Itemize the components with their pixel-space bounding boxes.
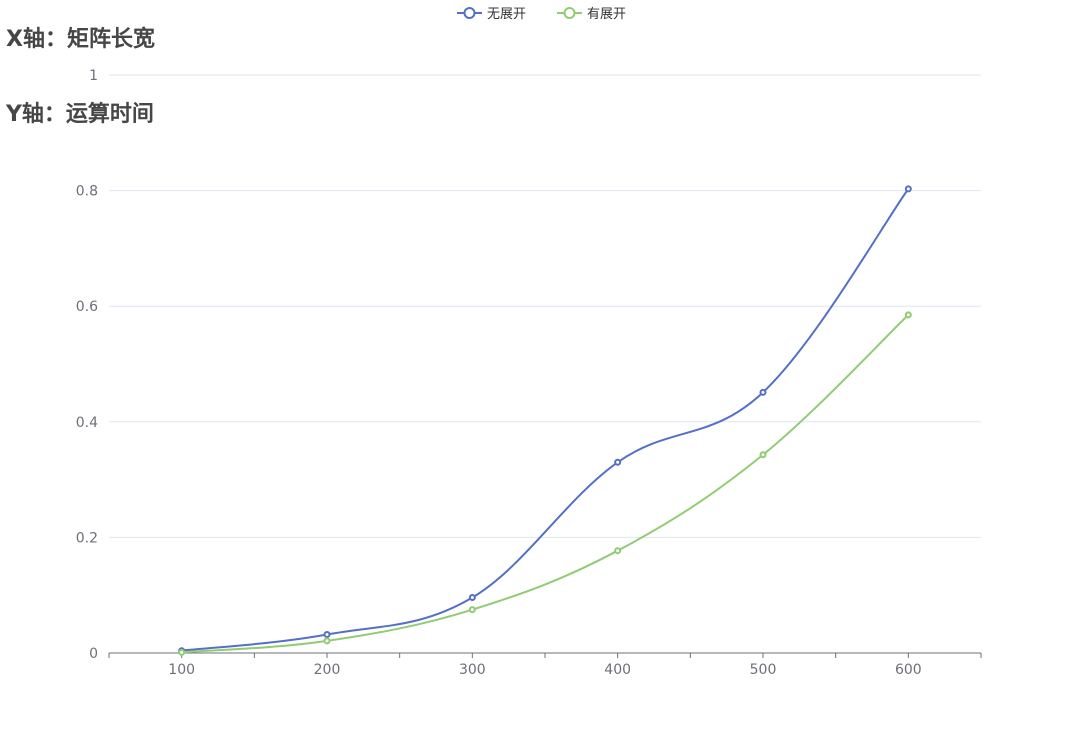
data-point[interactable] [614,547,622,555]
title-line-y: Y轴：运算时间 [6,102,154,127]
series-group [178,185,912,656]
chart-title: X轴：矩阵长宽 Y轴：运算时间 [6,2,155,127]
y-tick-label: 0.4 [76,415,98,431]
x-tick-label: 600 [895,662,922,678]
series-line [181,188,910,652]
legend-circle-icon [463,7,476,19]
data-point[interactable] [759,451,767,459]
legend-item-2[interactable]: 有展开 [557,7,626,22]
y-tick-label: 0.8 [76,184,98,200]
y-tick-label: 1 [89,68,98,84]
title-line-x: X轴：矩阵长宽 [6,27,155,52]
x-tick-label: 500 [750,662,777,678]
data-point[interactable] [904,185,912,193]
grid-lines [109,74,981,538]
x-tick-label: 300 [459,662,486,678]
y-tick-label: 0.2 [76,530,98,546]
x-tick-label: 200 [314,662,341,678]
legend-label: 无展开 [487,7,526,22]
y-tick-label: 0 [89,646,98,662]
legend-circle-icon [563,7,576,19]
legend[interactable]: 无展开 有展开 [457,7,626,22]
data-point[interactable] [614,458,622,466]
y-tick-label: 0.6 [76,299,98,315]
data-point[interactable] [759,388,767,396]
data-point[interactable] [323,631,331,639]
data-point[interactable] [178,648,186,656]
series-line [181,314,910,654]
series-2 [178,311,912,656]
x-tick-label: 100 [168,662,195,678]
axes: 0 0.2 0.4 0.6 0.8 1 100 200 300 400 500 600 [76,68,982,678]
data-point[interactable] [468,606,476,614]
legend-label: 有展开 [587,7,626,22]
data-point[interactable] [468,594,476,602]
data-point[interactable] [904,311,912,319]
legend-item-1[interactable]: 无展开 [457,7,526,22]
data-point[interactable] [323,637,331,645]
x-tick-label: 400 [604,662,631,678]
